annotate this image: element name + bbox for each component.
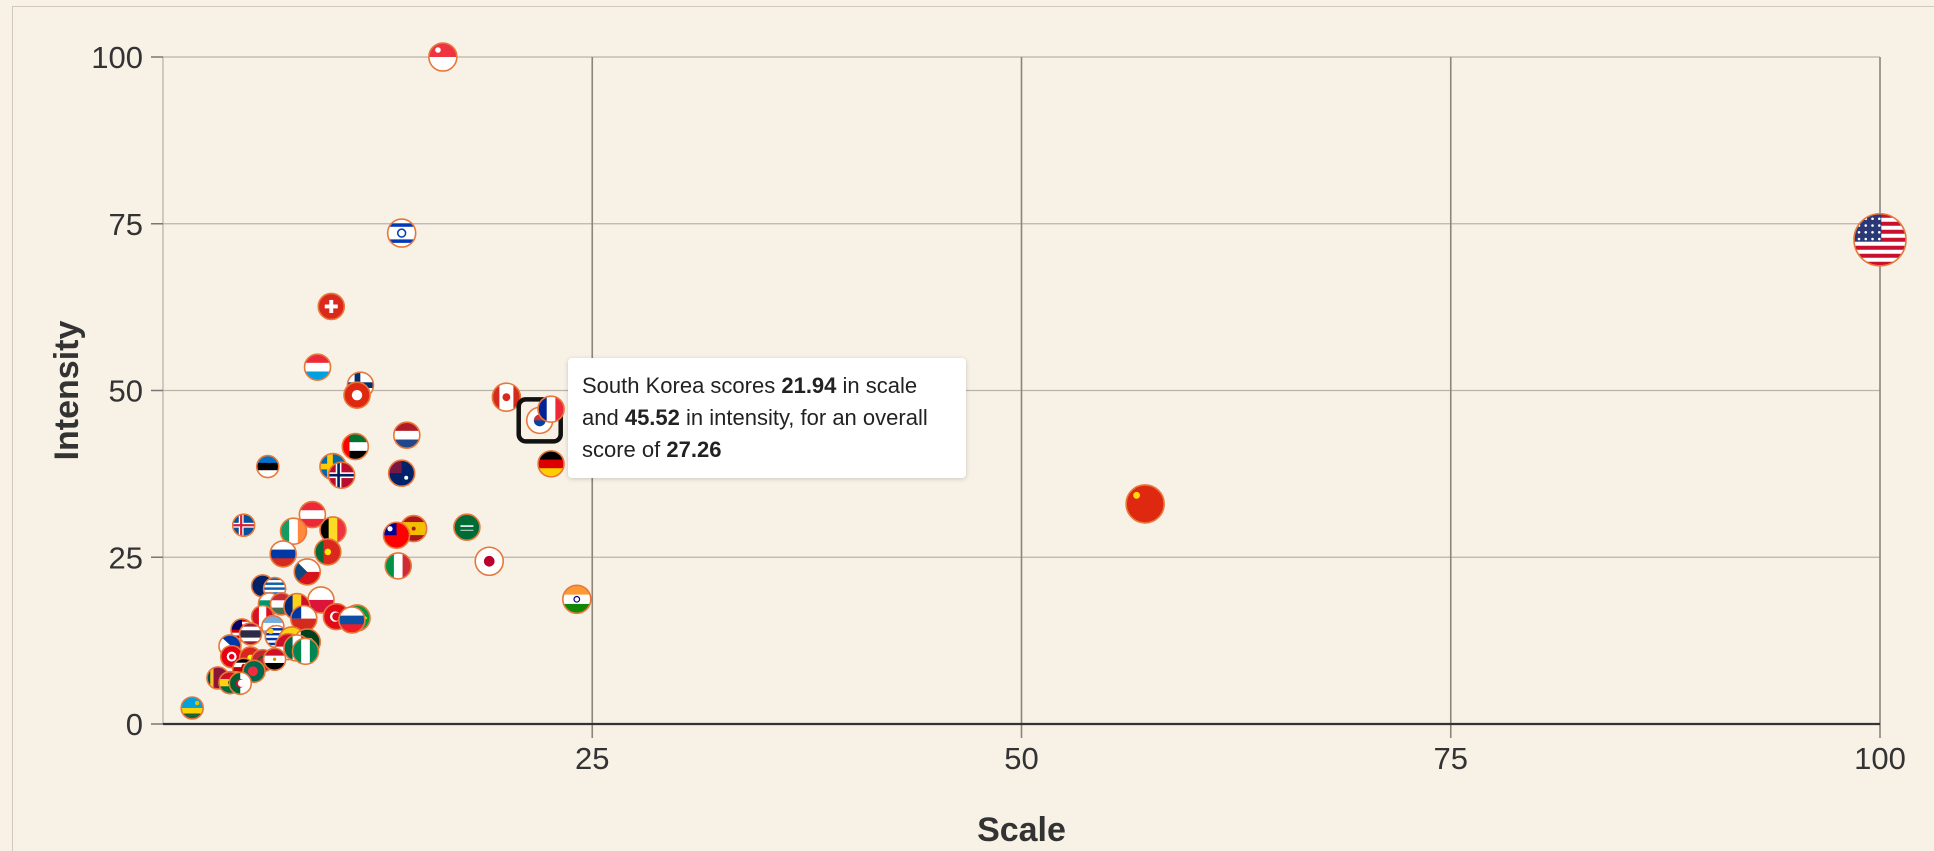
point-il[interactable]: [386, 218, 417, 248]
data-points: [180, 42, 1907, 720]
point-jp[interactable]: [474, 546, 505, 577]
x-axis-title: Scale: [977, 811, 1066, 849]
highlight-box: [516, 397, 563, 444]
tick-labels: 0 25 50 75 100 25 50 75 100: [91, 40, 1906, 776]
x-tick-label: 100: [1854, 741, 1906, 776]
x-tick-label: 75: [1434, 741, 1468, 776]
grid-lines: [162, 56, 1881, 738]
point-cz[interactable]: [293, 558, 322, 586]
point-ca[interactable]: [491, 382, 522, 412]
point-in[interactable]: [561, 584, 592, 615]
y-axis-title: Intensity: [48, 321, 86, 461]
point-at[interactable]: [298, 500, 327, 529]
point-au[interactable]: [387, 459, 416, 488]
tooltip-text-3: in intensity, for an overall score of: [582, 405, 928, 462]
y-tick-label: 50: [109, 374, 143, 409]
point-ch[interactable]: [317, 292, 346, 321]
point-sg[interactable]: [428, 42, 458, 72]
point-th[interactable]: [238, 622, 263, 646]
point-ee[interactable]: [255, 454, 280, 479]
tooltip-scale-value: 21.94: [781, 373, 837, 398]
point-ae[interactable]: [341, 432, 370, 461]
point-ie[interactable]: [279, 517, 308, 546]
tooltip-text-2: in scale and: [582, 373, 918, 430]
x-tick-label: 25: [575, 741, 609, 776]
tooltip-text-1: South Korea scores: [582, 373, 782, 398]
tooltip-overall-value: 27.26: [666, 437, 722, 462]
y-tick-label: 100: [91, 40, 143, 75]
y-tick-label: 25: [109, 540, 143, 575]
point-eg[interactable]: [262, 647, 287, 672]
point-us[interactable]: [1853, 212, 1907, 267]
point-rw[interactable]: [180, 696, 204, 720]
point-sk[interactable]: [338, 606, 366, 634]
point-it[interactable]: [384, 552, 413, 580]
y-tick-label: 75: [109, 207, 143, 242]
chart-frame: [12, 6, 1934, 851]
y-tick-label: 0: [126, 707, 143, 742]
point-ru[interactable]: [269, 540, 297, 568]
point-ng[interactable]: [291, 637, 320, 666]
point-cn[interactable]: [1125, 484, 1165, 524]
point-dz[interactable]: [228, 671, 253, 696]
point-is[interactable]: [231, 513, 256, 538]
point-tw[interactable]: [382, 521, 411, 550]
point-nl[interactable]: [393, 421, 421, 449]
tooltip-intensity-value: 45.52: [624, 405, 680, 430]
x-tick-label: 50: [1004, 741, 1038, 776]
axes: [151, 56, 1880, 726]
point-de[interactable]: [537, 450, 565, 478]
point-pt[interactable]: [314, 538, 342, 566]
point-tooltip: South Korea scores 21.94 in scale and 45…: [568, 358, 966, 478]
point-lu[interactable]: [303, 353, 332, 381]
point-hk[interactable]: [343, 381, 371, 409]
point-fr[interactable]: [537, 395, 565, 423]
point-sa[interactable]: [453, 513, 481, 542]
point-no[interactable]: [327, 461, 356, 490]
